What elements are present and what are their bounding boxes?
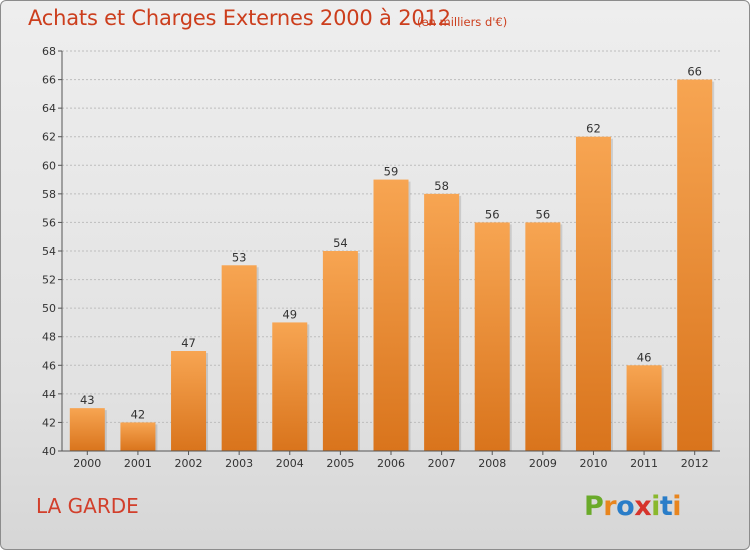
y-tick-label: 52 bbox=[42, 274, 56, 287]
commune-name: LA GARDE bbox=[36, 494, 139, 518]
axes: 40 42 44 46 48 50 52 54 56 58 60 62 64 66 68 2000 2001 20… bbox=[42, 45, 720, 470]
bar-value-label: 53 bbox=[232, 250, 247, 264]
bar-value-label: 66 bbox=[687, 65, 702, 79]
x-tick-label: 2010 bbox=[579, 457, 607, 470]
y-tick-label: 68 bbox=[42, 45, 56, 58]
y-tick-label: 62 bbox=[42, 131, 56, 144]
bar bbox=[69, 408, 105, 451]
bar-value-label: 62 bbox=[586, 122, 601, 136]
x-tick-label: 2000 bbox=[73, 457, 101, 470]
y-tick-label: 54 bbox=[42, 245, 56, 258]
bar-value-label: 46 bbox=[637, 350, 652, 364]
x-tick-label: 2009 bbox=[529, 457, 557, 470]
x-tick-label: 2012 bbox=[681, 457, 709, 470]
x-tick-label: 2007 bbox=[428, 457, 456, 470]
bar-value-label: 49 bbox=[282, 307, 297, 321]
bar-value-label: 47 bbox=[181, 336, 196, 350]
y-tick-label: 66 bbox=[42, 74, 56, 87]
bar-value-label: 54 bbox=[333, 236, 348, 250]
x-tick-label: 2006 bbox=[377, 457, 405, 470]
y-tick-label: 50 bbox=[42, 302, 56, 315]
bar bbox=[322, 251, 358, 451]
bar bbox=[575, 136, 611, 451]
y-tick-label: 42 bbox=[42, 416, 56, 429]
y-tick-label: 40 bbox=[42, 445, 56, 458]
x-tick-label: 2011 bbox=[630, 457, 658, 470]
x-tick-label: 2004 bbox=[276, 457, 304, 470]
bar bbox=[474, 222, 510, 451]
y-tick-label: 60 bbox=[42, 159, 56, 172]
x-tick-label: 2003 bbox=[225, 457, 253, 470]
bar bbox=[120, 422, 156, 451]
bar bbox=[424, 193, 460, 451]
bar bbox=[373, 179, 409, 452]
bars: 43 42 47 53 49 54 59 58 56 56 62 46 66 bbox=[69, 65, 715, 452]
y-tick-label: 56 bbox=[42, 216, 56, 229]
bar bbox=[525, 222, 561, 451]
bar-value-label: 58 bbox=[434, 179, 449, 193]
bar bbox=[171, 351, 207, 451]
chart-title: Achats et Charges Externes 2000 à 2012 bbox=[28, 6, 451, 30]
y-tick-label: 64 bbox=[42, 102, 56, 115]
y-tick-label: 44 bbox=[42, 388, 56, 401]
x-tick-label: 2008 bbox=[478, 457, 506, 470]
bar-value-label: 56 bbox=[536, 207, 551, 221]
y-tick-label: 46 bbox=[42, 359, 56, 372]
x-tick-label: 2001 bbox=[124, 457, 152, 470]
y-tick-label: 48 bbox=[42, 331, 56, 344]
bar bbox=[626, 365, 662, 451]
x-tick-label: 2002 bbox=[175, 457, 203, 470]
bar bbox=[677, 79, 713, 452]
bar-value-label: 42 bbox=[131, 407, 146, 421]
x-tick-label: 2005 bbox=[326, 457, 354, 470]
y-tick-label: 58 bbox=[42, 188, 56, 201]
bar-value-label: 59 bbox=[384, 165, 399, 179]
chart-subtitle: (en milliers d'€) bbox=[417, 15, 508, 29]
bar-value-label: 43 bbox=[80, 393, 95, 407]
bar-value-label: 56 bbox=[485, 207, 500, 221]
bar bbox=[272, 322, 308, 451]
bar bbox=[221, 265, 257, 451]
proxiti-logo[interactable]: Proxiti bbox=[584, 491, 682, 522]
